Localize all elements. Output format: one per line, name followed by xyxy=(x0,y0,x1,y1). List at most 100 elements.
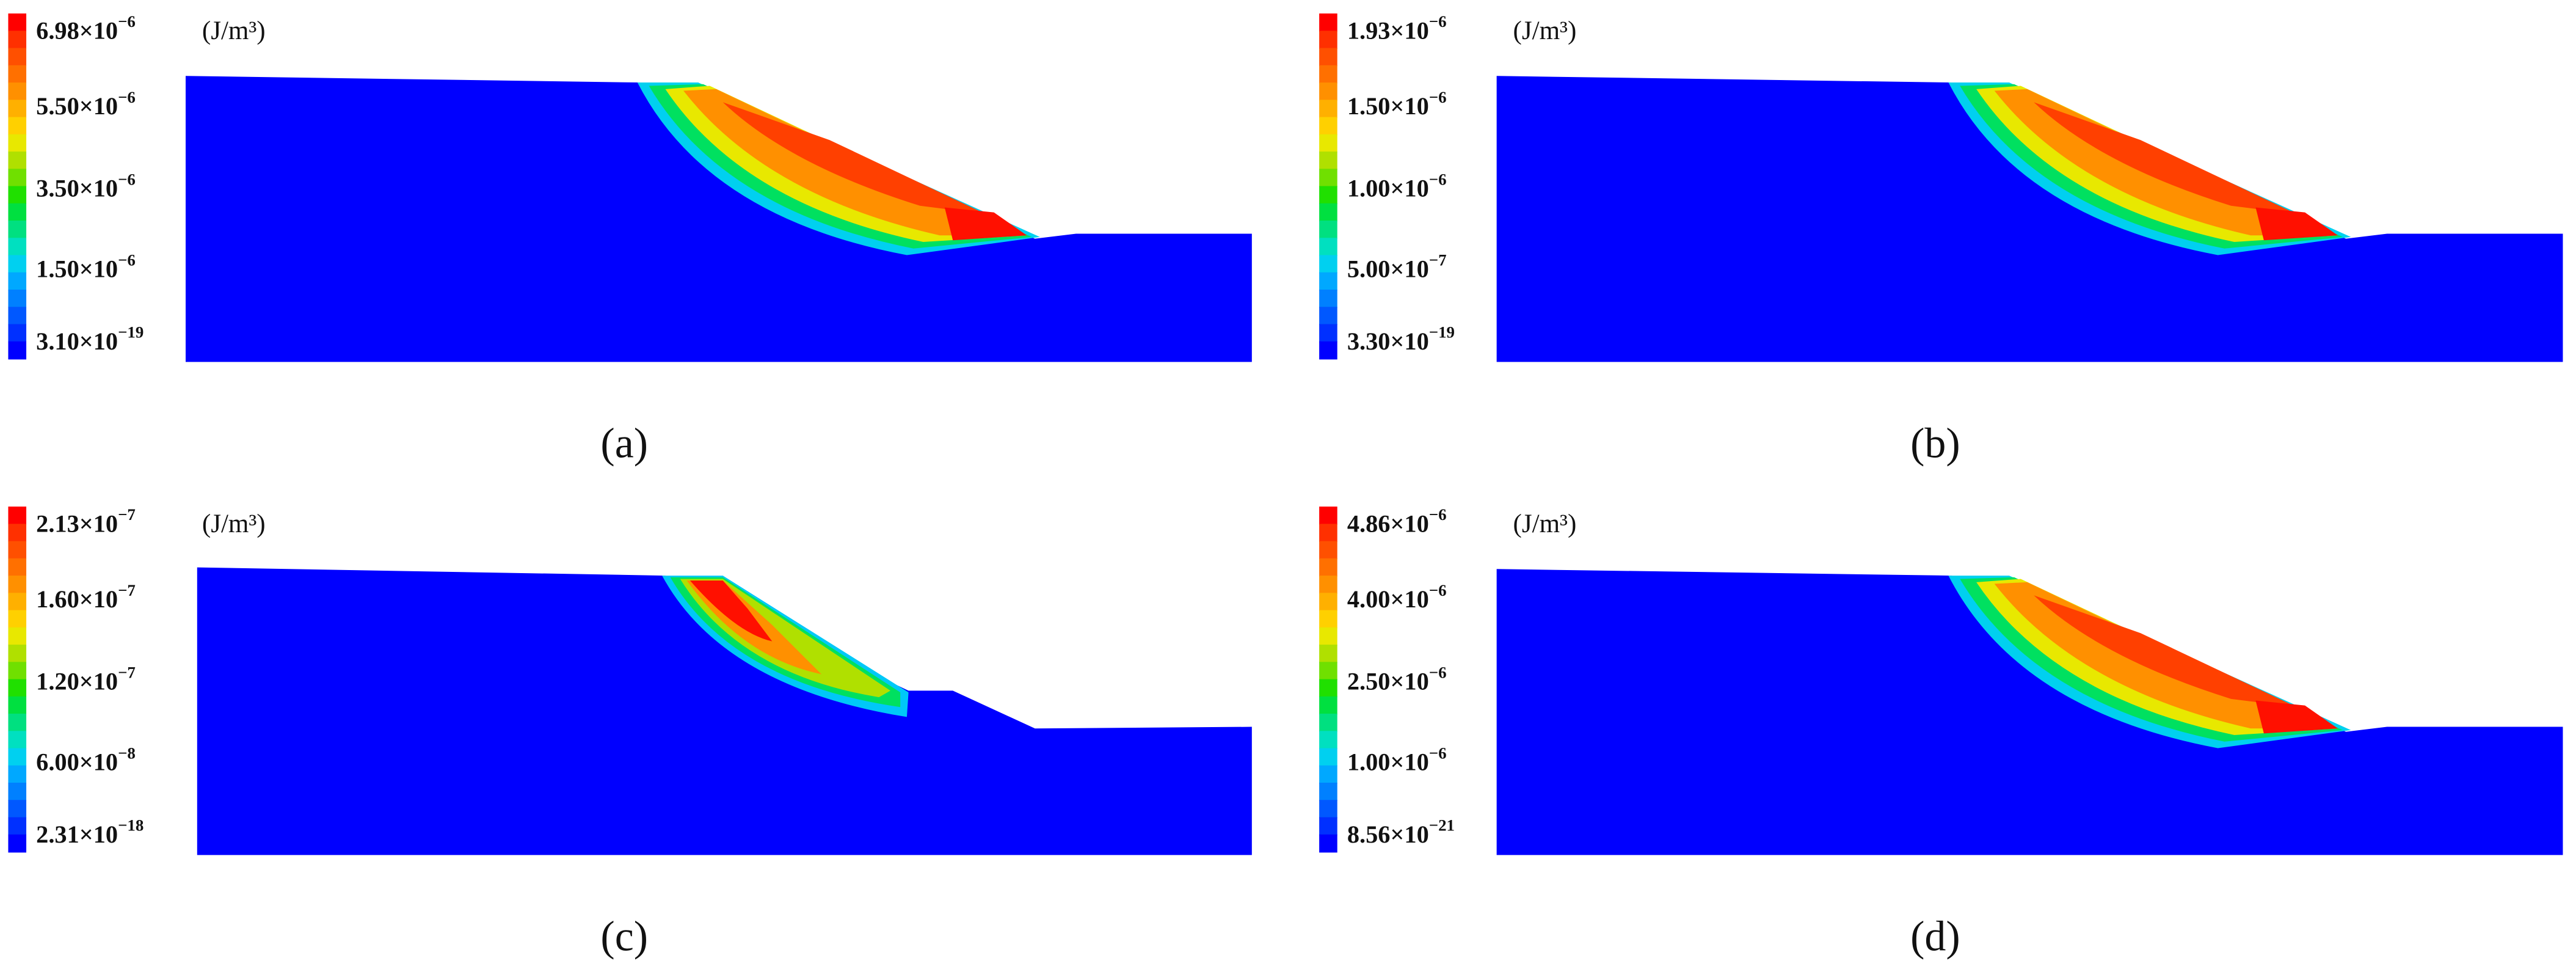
legend-mantissa: 1.60×10 xyxy=(36,585,118,613)
colorbar-segment xyxy=(8,662,27,680)
colorbar-segment xyxy=(8,117,27,136)
unit-label: (J/m³) xyxy=(1513,16,1577,45)
contour-band xyxy=(722,102,986,214)
contour-band xyxy=(2255,700,2338,734)
colorbar-segment xyxy=(8,65,27,84)
slope-domain xyxy=(1496,569,2563,855)
colorbar-segment xyxy=(1319,558,1337,577)
colorbar-segment xyxy=(1319,834,1337,853)
legend-label: 6.00×10−8 xyxy=(36,744,136,775)
legend-exponent: −7 xyxy=(118,505,136,524)
legend-exponent: −7 xyxy=(118,581,136,599)
colorbar-segment xyxy=(1319,507,1337,525)
colorbar-segment xyxy=(8,817,27,836)
legend-mantissa: 4.00×10 xyxy=(1347,585,1429,613)
legend-exponent: −6 xyxy=(118,251,136,269)
legend-label: 2.50×10−6 xyxy=(1347,664,1447,695)
colorbar-segment xyxy=(8,203,27,222)
legend-exponent: −18 xyxy=(118,816,144,835)
legend-exponent: −6 xyxy=(1429,505,1447,524)
colorbar-segment xyxy=(8,307,27,325)
colorbar-segment xyxy=(8,186,27,205)
colorbar-segment xyxy=(8,679,27,698)
slope-domain xyxy=(1496,76,2563,362)
legend-mantissa: 5.00×10 xyxy=(1347,255,1429,283)
contour-band xyxy=(944,207,1027,241)
legend-exponent: −6 xyxy=(1429,664,1447,682)
legend-exponent: −19 xyxy=(1429,323,1455,342)
colorbar-segment xyxy=(1319,65,1337,84)
colorbar-segment xyxy=(8,541,27,560)
legend-label: 4.86×10−6 xyxy=(1347,505,1447,537)
colorbar-segment xyxy=(8,748,27,767)
colorbar-segment xyxy=(8,834,27,853)
colorbar-segment xyxy=(1319,696,1337,715)
colorbar-segment xyxy=(8,800,27,818)
colorbar-segment xyxy=(8,558,27,577)
legend-label: 1.60×10−7 xyxy=(36,581,136,613)
colorbar-segment xyxy=(1319,324,1337,343)
colorbar-segment xyxy=(1319,800,1337,818)
slope-domain xyxy=(185,76,1252,362)
colorbar-segment xyxy=(1319,82,1337,101)
colorbar-segment xyxy=(8,610,27,629)
colorbar-segment xyxy=(1319,290,1337,308)
legend-exponent: −7 xyxy=(1429,251,1447,269)
legend-exponent: −7 xyxy=(118,664,136,682)
colorbar-segment xyxy=(8,731,27,749)
colorbar-segment xyxy=(1319,134,1337,153)
colorbar-segment xyxy=(1319,31,1337,49)
colorbar-segment xyxy=(8,576,27,594)
legend-label: 5.00×10−7 xyxy=(1347,251,1447,282)
colorbar-segment xyxy=(1319,169,1337,187)
colorbar-segment xyxy=(8,255,27,274)
legend-label: 5.50×10−6 xyxy=(36,88,136,120)
unit-label: (J/m³) xyxy=(1513,510,1577,538)
colorbar-segment xyxy=(8,783,27,801)
legend-exponent: −6 xyxy=(118,170,136,189)
colorbar-segment xyxy=(8,238,27,256)
legend-exponent: −6 xyxy=(118,12,136,31)
legend-label: 2.13×10−7 xyxy=(36,505,136,537)
contour-band xyxy=(689,580,773,642)
contour-plot xyxy=(1496,569,2563,855)
legend-label: 6.98×10−6 xyxy=(36,12,136,44)
legend-label: 3.10×10−19 xyxy=(36,323,144,355)
legend-label: 1.00×10−6 xyxy=(1347,744,1447,775)
legend-mantissa: 8.56×10 xyxy=(1347,821,1429,848)
colorbar-segment xyxy=(1319,203,1337,222)
unit-label: (J/m³) xyxy=(202,16,266,45)
colorbar-segment xyxy=(1319,13,1337,32)
unit-label: (J/m³) xyxy=(202,510,266,538)
colorbar-segment xyxy=(8,272,27,291)
legend-mantissa: 2.50×10 xyxy=(1347,668,1429,695)
legend-label: 3.30×10−19 xyxy=(1347,323,1455,355)
colorbar-segment xyxy=(1319,576,1337,594)
panel-label: (c) xyxy=(600,913,648,960)
contour-plot xyxy=(197,567,1252,855)
colorbar-segment xyxy=(1319,117,1337,136)
colorbar-segment xyxy=(8,48,27,67)
colorbar-segment xyxy=(8,221,27,239)
contour-plot xyxy=(185,76,1252,362)
colorbar-segment xyxy=(1319,272,1337,291)
legend-mantissa: 1.50×10 xyxy=(36,255,118,283)
legend-label: 1.93×10−6 xyxy=(1347,12,1447,44)
colorbar-segment xyxy=(1319,783,1337,801)
colorbar-segment xyxy=(8,100,27,118)
colorbar-segment xyxy=(8,627,27,646)
legend-mantissa: 1.50×10 xyxy=(1347,92,1429,120)
slope-domain xyxy=(197,567,1252,855)
colorbar-segment xyxy=(1319,748,1337,767)
contour-plot xyxy=(1496,76,2563,362)
colorbar-segment xyxy=(8,134,27,153)
colorbar-segment xyxy=(1319,238,1337,256)
legend-label: 8.56×10−21 xyxy=(1347,816,1455,848)
legend-mantissa: 3.30×10 xyxy=(1347,327,1429,355)
panel-label: (d) xyxy=(1910,913,1960,960)
legend-exponent: −6 xyxy=(1429,581,1447,599)
colorbar-segment xyxy=(1319,765,1337,784)
legend-mantissa: 5.50×10 xyxy=(36,92,118,120)
colorbar-segment xyxy=(1319,255,1337,274)
